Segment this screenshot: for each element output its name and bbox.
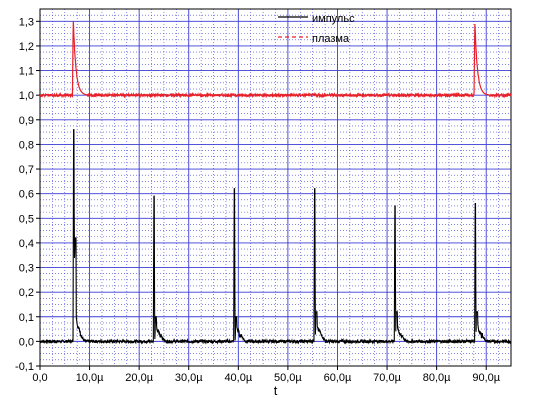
plot-frame	[39, 8, 512, 367]
y-tick-label: 0,6	[19, 189, 34, 201]
legend: импульс плазма	[278, 13, 355, 45]
y-tick-label: 0,2	[19, 287, 34, 299]
x-tick-label: 70,0µ	[373, 372, 401, 384]
x-tick-label: 20,0µ	[125, 372, 153, 384]
x-tick-label: 90,0µ	[472, 372, 500, 384]
y-tick-label: 0,7	[19, 164, 34, 176]
x-tick-label: 60,0µ	[324, 372, 352, 384]
series-line-plasma	[39, 21, 512, 99]
y-tick-label: 1,2	[19, 41, 34, 53]
y-tick-label: 1,0	[19, 90, 34, 102]
x-tick-label: 10,0µ	[76, 372, 104, 384]
x-tick-label: 80,0µ	[423, 372, 451, 384]
y-tick-label: 0,3	[19, 263, 34, 275]
legend-label-plasma: плазма	[312, 33, 350, 45]
y-tick-label: -0,1	[15, 361, 34, 373]
series-layer	[39, 21, 512, 345]
y-tick-label: 0,5	[19, 213, 34, 225]
x-axis-ticks: 0,0 10,0µ 20,0µ 30,0µ 40,0µ 50,0µ 60,0µ 70,0µ 80…	[32, 366, 501, 384]
x-tick-label: 30,0µ	[175, 372, 203, 384]
x-tick-label: 40,0µ	[224, 372, 252, 384]
x-axis-label: t	[274, 383, 278, 398]
y-axis-ticks: -0,1 0,0 0,1 0,2 0,3 0,4 0,5 0,6 0,7 0,8 0,9 1,0 1,1…	[15, 16, 40, 373]
y-tick-label: 0,0	[19, 336, 34, 348]
x-tick-label: 0,0	[32, 372, 47, 384]
y-tick-label: 0,8	[19, 139, 34, 151]
y-tick-label: 0,4	[19, 238, 34, 250]
y-tick-label: 0,1	[19, 312, 34, 324]
x-tick-label: 50,0µ	[274, 372, 302, 384]
y-tick-label: 1,3	[19, 16, 34, 28]
y-tick-label: 0,9	[19, 115, 34, 127]
legend-label-pulse: импульс	[312, 13, 355, 25]
grid-minor	[40, 8, 511, 366]
series-line-pulse	[39, 129, 512, 345]
y-tick-label: 1,1	[19, 66, 34, 78]
